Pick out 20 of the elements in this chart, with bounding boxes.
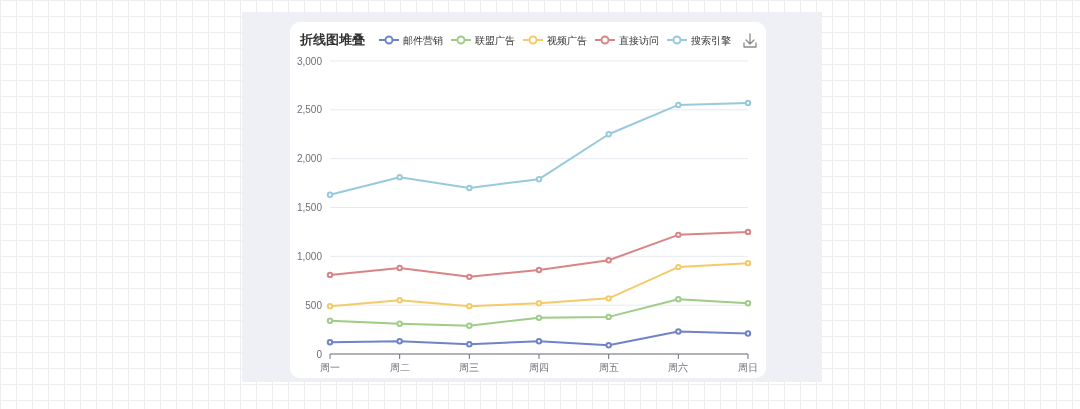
legend-label: 直接访问 [619, 34, 659, 46]
y-tick-label: 500 [305, 299, 323, 311]
y-tick-label: 3,000 [296, 55, 323, 67]
y-tick-label: 0 [316, 348, 323, 360]
x-tick-label: 周三 [459, 362, 480, 373]
x-tick-label: 周一 [320, 362, 340, 373]
y-tick-label: 2,500 [296, 104, 323, 116]
legend-label: 联盟广告 [475, 34, 515, 46]
legend-label: 视频广告 [547, 34, 587, 46]
x-tick-label: 周五 [598, 362, 619, 373]
x-tick-label: 周二 [389, 362, 410, 373]
legend-label: 搜索引擎 [691, 34, 731, 46]
y-tick-label: 2,000 [296, 153, 323, 165]
x-tick-label: 周四 [529, 362, 549, 373]
x-tick-label: 周日 [738, 362, 758, 373]
x-tick-label: 周六 [668, 362, 689, 373]
y-tick-label: 1,000 [296, 250, 323, 262]
legend-label: 邮件营销 [403, 34, 443, 46]
y-tick-label: 1,500 [296, 202, 323, 213]
chart-title: 折线图堆叠 [299, 32, 365, 47]
